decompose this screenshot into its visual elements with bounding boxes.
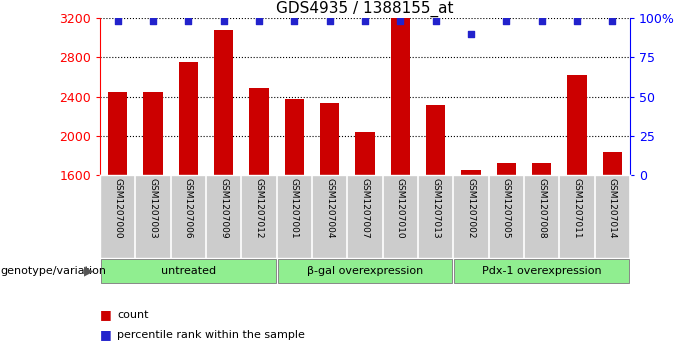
Text: GSM1207007: GSM1207007 [360, 178, 369, 239]
Text: percentile rank within the sample: percentile rank within the sample [117, 330, 305, 340]
Text: GSM1207013: GSM1207013 [431, 178, 440, 239]
Text: ■: ■ [100, 329, 112, 342]
Point [466, 31, 477, 37]
Bar [214, 30, 233, 332]
Bar [532, 163, 551, 332]
Text: count: count [117, 310, 148, 320]
Text: GSM1207003: GSM1207003 [148, 178, 158, 239]
Point [183, 18, 194, 24]
Text: GSM1207014: GSM1207014 [608, 178, 617, 239]
Bar [496, 163, 516, 332]
Point [289, 18, 300, 24]
Point [537, 18, 547, 24]
Text: GSM1207012: GSM1207012 [254, 178, 264, 239]
Text: GSM1207008: GSM1207008 [537, 178, 546, 239]
Text: ■: ■ [100, 309, 112, 322]
Point [324, 18, 335, 24]
Point [148, 18, 158, 24]
Bar [108, 91, 127, 332]
Text: GSM1207000: GSM1207000 [113, 178, 122, 239]
Point [254, 18, 265, 24]
Text: untreated: untreated [160, 266, 216, 276]
Title: GDS4935 / 1388155_at: GDS4935 / 1388155_at [276, 0, 454, 17]
Text: GSM1207009: GSM1207009 [219, 178, 228, 239]
Point [501, 18, 512, 24]
Text: GSM1207010: GSM1207010 [396, 178, 405, 239]
Point [430, 18, 441, 24]
Text: Pdx-1 overexpression: Pdx-1 overexpression [482, 266, 602, 276]
Bar [285, 99, 304, 332]
Point [607, 18, 617, 24]
Point [218, 18, 229, 24]
Text: GSM1207001: GSM1207001 [290, 178, 299, 239]
Bar [390, 18, 410, 332]
Point [572, 18, 583, 24]
Text: ▶: ▶ [84, 265, 94, 277]
Bar [567, 75, 587, 332]
Bar [602, 152, 622, 332]
Bar [426, 105, 445, 332]
Bar [320, 103, 339, 332]
Point [360, 18, 371, 24]
Text: β-gal overexpression: β-gal overexpression [307, 266, 423, 276]
Bar [461, 170, 481, 332]
Bar [179, 62, 198, 332]
Text: genotype/variation: genotype/variation [1, 266, 107, 276]
Text: GSM1207004: GSM1207004 [325, 178, 334, 239]
Bar [277, 259, 452, 283]
Point [395, 18, 406, 24]
Bar [454, 259, 629, 283]
Bar [355, 132, 375, 332]
Bar [250, 88, 269, 332]
Text: GSM1207005: GSM1207005 [502, 178, 511, 239]
Bar [143, 91, 163, 332]
Bar [101, 259, 275, 283]
Point [112, 18, 123, 24]
Text: GSM1207002: GSM1207002 [466, 178, 475, 239]
Text: GSM1207006: GSM1207006 [184, 178, 193, 239]
Text: GSM1207011: GSM1207011 [573, 178, 581, 239]
